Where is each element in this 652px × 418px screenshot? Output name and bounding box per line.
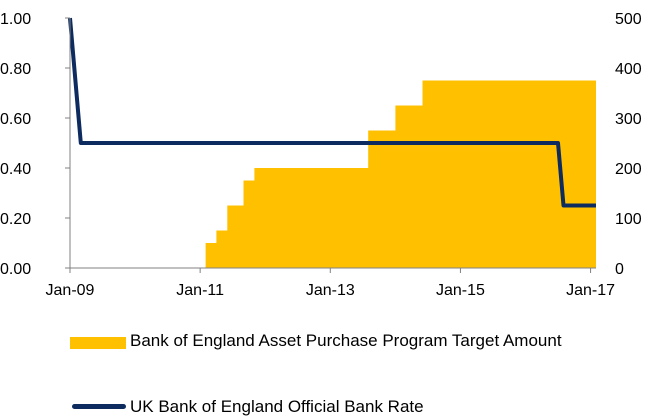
legend-label-bank-rate: UK Bank of England Official Bank Rate xyxy=(130,397,424,416)
bank-rate-line-layer xyxy=(68,17,596,208)
legend-swatch-area xyxy=(70,337,126,349)
y-right-tick-label: 500 xyxy=(615,11,642,28)
legend-label-asset-purchase: Bank of England Asset Purchase Program T… xyxy=(130,331,562,350)
x-tick-label: Jan-17 xyxy=(566,282,615,299)
y-right-tick-label: 0 xyxy=(615,261,624,278)
y-right-tick-label: 300 xyxy=(615,111,642,128)
y-left-tick-label: 0.60 xyxy=(0,111,31,128)
y-right-tick-label: 400 xyxy=(615,61,642,78)
legend-swatch-line xyxy=(72,404,126,409)
y-left-tick-label: 0.00 xyxy=(0,261,31,278)
x-tick-label: Jan-09 xyxy=(46,282,95,299)
x-tick-label: Jan-15 xyxy=(436,282,485,299)
legend-2: UK Bank of England Official Bank Rate xyxy=(70,396,610,417)
bank-rate-line xyxy=(68,17,596,208)
y-left-tick-label: 1.00 xyxy=(0,11,31,28)
legend-item-bank-rate: UK Bank of England Official Bank Rate xyxy=(70,396,610,417)
tick-labels: 0.00 0.20 0.40 0.60 0.80 1.00 0 100 200 300 400 500… xyxy=(0,11,642,299)
y-left-tick-label: 0.20 xyxy=(0,211,31,228)
y-right-tick-label: 100 xyxy=(615,211,642,228)
legend-item-asset-purchase: Bank of England Asset Purchase Program T… xyxy=(70,330,610,351)
asset-purchase-area xyxy=(205,80,596,268)
y-right-tick-label: 200 xyxy=(615,161,642,178)
legend: Bank of England Asset Purchase Program T… xyxy=(70,330,610,351)
axes xyxy=(65,17,596,273)
x-tick-label: Jan-13 xyxy=(306,282,355,299)
y-left-tick-label: 0.80 xyxy=(0,61,31,78)
y-left-tick-label: 0.40 xyxy=(0,161,31,178)
chart: 0.00 0.20 0.40 0.60 0.80 1.00 0 100 200 300 400 500… xyxy=(0,11,642,299)
asset-purchase-area-layer xyxy=(205,80,596,268)
x-tick-label: Jan-11 xyxy=(176,282,224,299)
